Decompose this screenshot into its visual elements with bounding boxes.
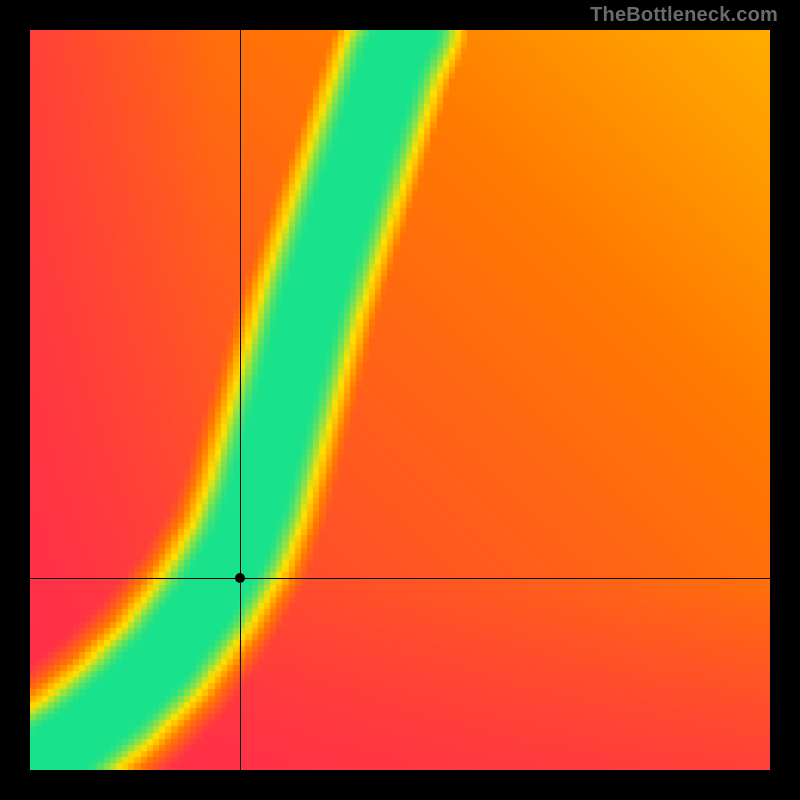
chart-frame: TheBottleneck.com bbox=[0, 0, 800, 800]
watermark-label: TheBottleneck.com bbox=[590, 4, 778, 27]
heatmap-canvas bbox=[30, 30, 770, 770]
